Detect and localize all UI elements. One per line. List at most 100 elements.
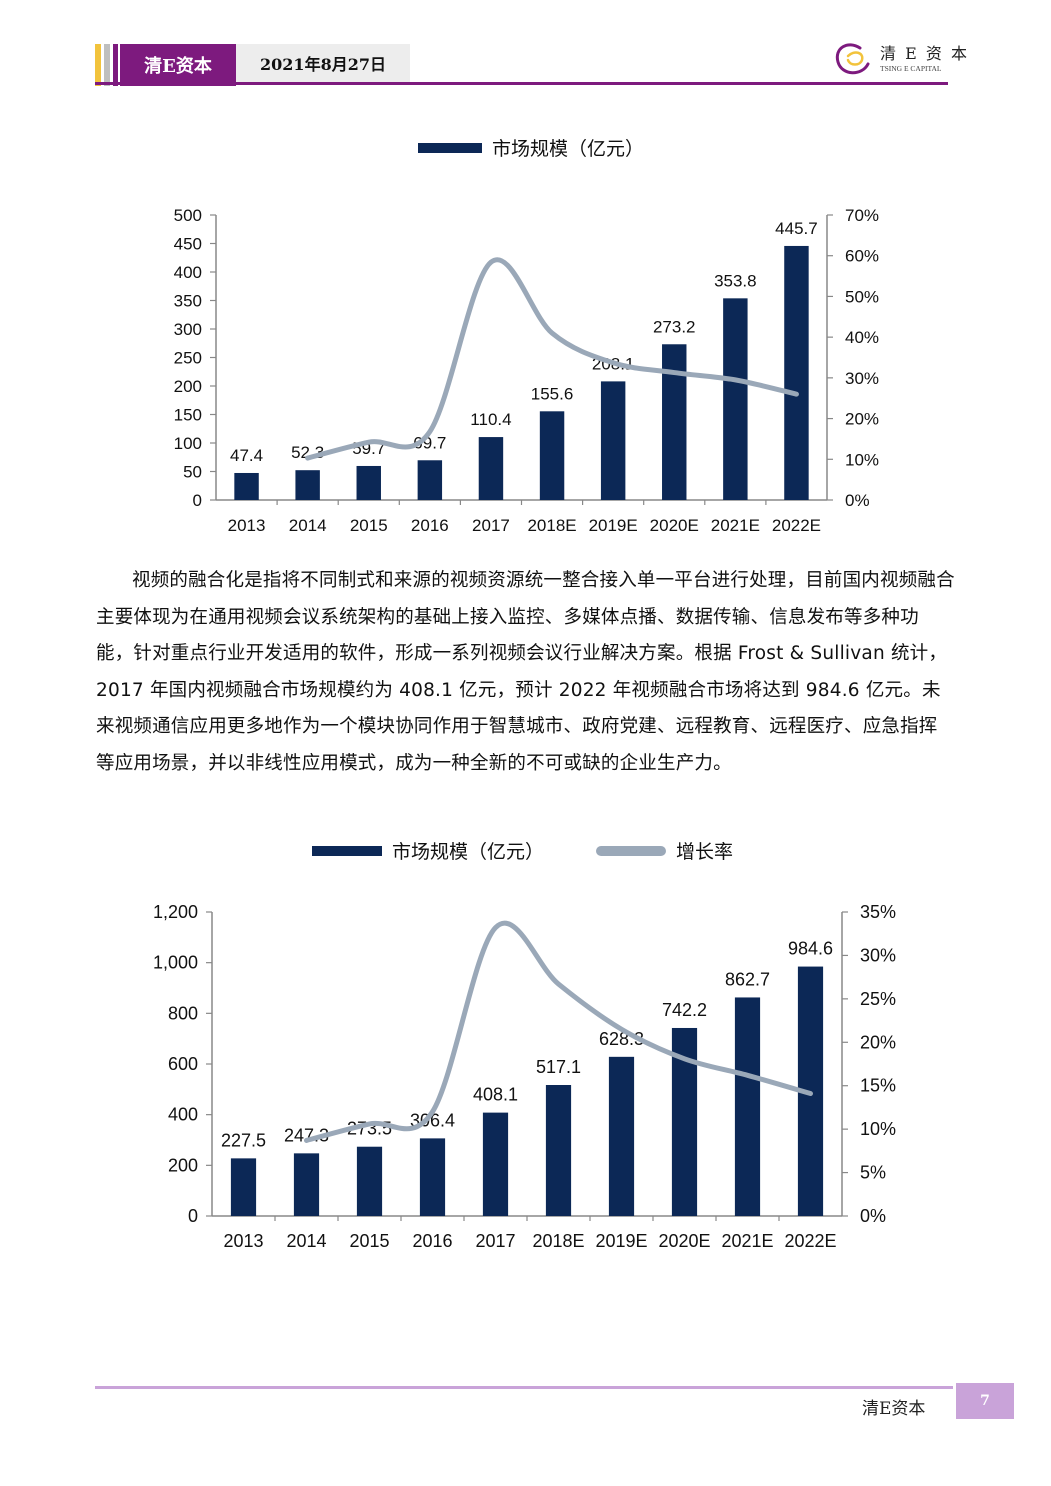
x-tick-label: 2020E <box>658 1231 710 1251</box>
x-tick-label: 2013 <box>228 516 266 535</box>
bar <box>478 437 504 500</box>
bar <box>295 470 320 500</box>
right-tick-label: 0% <box>860 1206 886 1226</box>
left-tick-label: 250 <box>174 349 202 368</box>
left-tick-label: 350 <box>174 292 202 311</box>
right-tick-label: 5% <box>860 1163 886 1183</box>
x-tick-label: 2014 <box>286 1231 326 1251</box>
bar-value-label: 408.1 <box>473 1085 518 1105</box>
bar-value-label: 47.4 <box>230 446 263 465</box>
legend-label: 增长率 <box>676 841 733 863</box>
bar <box>784 245 809 500</box>
x-tick-label: 2020E <box>650 516 699 535</box>
x-tick-label: 2015 <box>350 516 388 535</box>
bar-value-label: 227.5 <box>221 1130 266 1150</box>
x-tick-label: 2019E <box>595 1231 647 1251</box>
left-tick-label: 150 <box>174 406 202 425</box>
x-tick-label: 2017 <box>475 1231 515 1251</box>
legend-swatch <box>596 846 666 856</box>
growth-rate-line <box>305 257 799 461</box>
header-rule <box>95 82 948 85</box>
left-tick-label: 0 <box>193 491 202 510</box>
bar <box>293 1153 320 1216</box>
company-logo-icon <box>835 43 870 75</box>
bar <box>539 411 565 500</box>
header-brand: 清E资本 <box>120 44 236 86</box>
left-tick-label: 1,000 <box>153 953 198 973</box>
bar <box>545 1085 572 1216</box>
legend-label: 市场规模（亿元） <box>492 138 644 160</box>
right-tick-label: 70% <box>845 206 879 225</box>
market-size-chart-1: 0 50 100 150 200 250 300 350 400 450 500 0% 10% 20% 30… <box>174 138 879 535</box>
bar <box>234 472 259 500</box>
bar <box>356 1146 383 1216</box>
right-tick-label: 50% <box>845 287 879 306</box>
x-tick-label: 2022E <box>772 516 821 535</box>
right-tick-label: 25% <box>860 989 896 1009</box>
left-tick-label: 400 <box>168 1105 198 1125</box>
left-tick-label: 200 <box>174 377 202 396</box>
x-tick-label: 2018E <box>532 1231 584 1251</box>
left-tick-label: 200 <box>168 1155 198 1175</box>
left-tick-label: 400 <box>174 263 202 282</box>
left-tick-label: 1,200 <box>153 902 198 922</box>
bar-value-label: 273.2 <box>653 317 696 336</box>
bar-value-label: 445.7 <box>775 219 818 238</box>
header-stripe-gray <box>104 44 110 86</box>
x-tick-label: 2016 <box>411 516 449 535</box>
left-tick-label: 50 <box>183 463 202 482</box>
bar-value-label: 984.6 <box>788 939 833 959</box>
right-tick-label: 60% <box>845 247 879 266</box>
left-tick-label: 600 <box>168 1054 198 1074</box>
x-tick-label: 2017 <box>472 516 510 535</box>
bar-value-label: 742.2 <box>662 1000 707 1020</box>
bar-value-label: 517.1 <box>536 1057 581 1077</box>
right-tick-label: 30% <box>845 369 879 388</box>
bar <box>230 1158 257 1216</box>
bar <box>419 1138 446 1216</box>
right-tick-label: 10% <box>845 450 879 469</box>
header-stripe-purple <box>113 44 118 86</box>
right-tick-label: 0% <box>845 491 870 510</box>
bar <box>723 298 748 500</box>
bar-value-label: 247.3 <box>284 1125 329 1145</box>
header-date: 2021年8月27日 <box>236 44 410 82</box>
x-tick-label: 2021E <box>721 1231 773 1251</box>
left-tick-label: 300 <box>174 320 202 339</box>
x-tick-label: 2021E <box>711 516 760 535</box>
x-tick-label: 2016 <box>412 1231 452 1251</box>
body-paragraph: 视频的融合化是指将不同制式和来源的视频资源统一整合接入单一平台进行处理，目前国内… <box>96 563 956 782</box>
right-tick-label: 30% <box>860 945 896 965</box>
bar <box>356 465 381 500</box>
legend-label: 市场规模（亿元） <box>392 841 544 863</box>
legend-swatch <box>418 143 482 153</box>
bar <box>662 344 687 500</box>
x-tick-label: 2015 <box>349 1231 389 1251</box>
left-tick-label: 800 <box>168 1003 198 1023</box>
bar <box>417 460 443 500</box>
right-tick-label: 20% <box>845 410 879 429</box>
x-tick-label: 2014 <box>289 516 327 535</box>
bar-value-label: 862.7 <box>725 969 770 989</box>
left-tick-label: 100 <box>174 434 202 453</box>
right-tick-label: 40% <box>845 328 879 347</box>
bar <box>608 1056 635 1216</box>
bar <box>734 997 761 1216</box>
footer-rule <box>95 1386 953 1389</box>
market-size-chart-2: 0 200 400 600 800 1,000 1,200 0% 5% 10% 15% 20% 25% 3… <box>153 841 896 1251</box>
page-number: 7 <box>956 1383 1014 1419</box>
body-paragraph-text: 视频的融合化是指将不同制式和来源的视频资源统一整合接入单一平台进行处理，目前国内… <box>96 570 955 774</box>
right-tick-label: 10% <box>860 1119 896 1139</box>
right-tick-label: 15% <box>860 1076 896 1096</box>
logo-text-en: TSING E CAPITAL <box>880 64 942 73</box>
x-tick-label: 2022E <box>784 1231 836 1251</box>
bar-value-label: 353.8 <box>714 271 757 290</box>
legend-swatch <box>312 846 382 856</box>
x-tick-label: 2018E <box>527 516 576 535</box>
x-tick-label: 2013 <box>223 1231 263 1251</box>
growth-rate-line <box>304 920 813 1143</box>
right-tick-label: 35% <box>860 902 896 922</box>
bar-value-label: 155.6 <box>531 384 574 403</box>
left-tick-label: 500 <box>174 206 202 225</box>
header-stripe-yellow <box>95 44 101 86</box>
